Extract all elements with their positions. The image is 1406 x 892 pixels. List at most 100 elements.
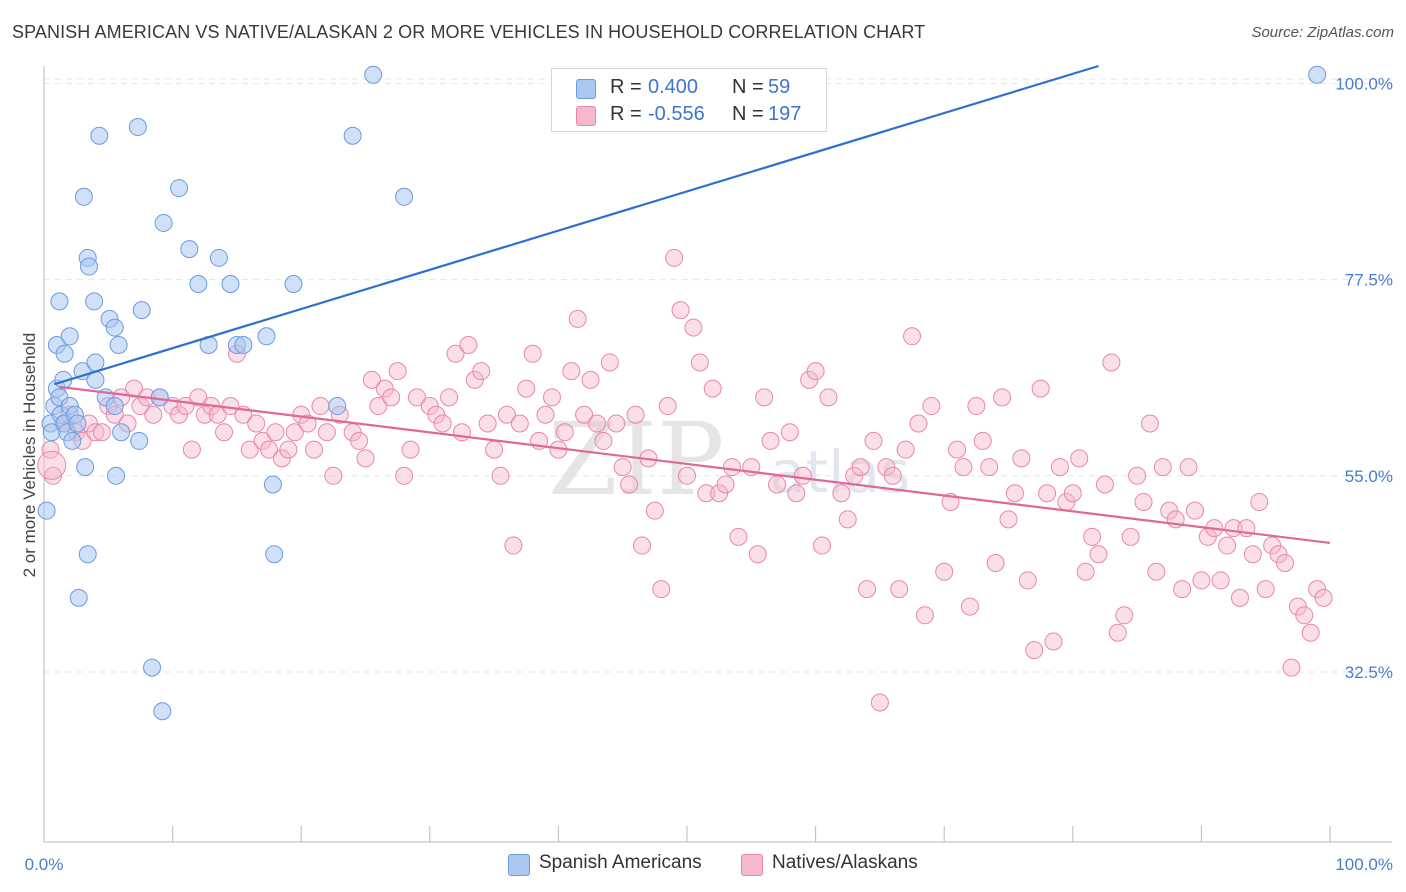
point-natives-alaskans — [1275, 553, 1294, 572]
point-natives-alaskans — [542, 388, 561, 407]
point-spanish-americans — [69, 588, 88, 607]
point-natives-alaskans — [903, 327, 922, 346]
point-natives-alaskans — [594, 431, 613, 450]
point-natives-alaskans — [382, 388, 401, 407]
point-natives-alaskans — [909, 414, 928, 433]
point-natives-alaskans — [1134, 492, 1153, 511]
point-natives-alaskans — [658, 397, 677, 416]
point-natives-alaskans — [960, 597, 979, 616]
point-natives-alaskans — [838, 510, 857, 529]
point-natives-alaskans — [1282, 658, 1301, 677]
point-natives-alaskans — [813, 536, 832, 555]
point-natives-alaskans — [279, 440, 298, 459]
point-natives-alaskans — [1089, 545, 1108, 564]
point-natives-alaskans — [356, 449, 375, 468]
legend-swatch-blue — [576, 79, 596, 99]
point-spanish-americans — [209, 248, 228, 267]
y-axis-label: 2 or more Vehicles in Household — [20, 333, 39, 578]
point-natives-alaskans — [446, 344, 465, 363]
point-natives-alaskans — [285, 423, 304, 442]
legend-swatch-blue — [508, 854, 530, 876]
point-natives-alaskans — [247, 414, 266, 433]
point-natives-alaskans — [1128, 466, 1147, 485]
point-spanish-americans — [132, 301, 151, 320]
point-natives-alaskans — [523, 344, 542, 363]
x-tick-labels: 0.0% 100.0% — [25, 855, 1393, 874]
point-natives-alaskans — [497, 405, 516, 424]
point-natives-alaskans — [555, 423, 574, 442]
point-natives-alaskans — [362, 370, 381, 389]
trend-lines — [53, 64, 1331, 545]
point-natives-alaskans — [215, 423, 234, 442]
legend-r-value: -0.556 — [648, 103, 705, 125]
point-natives-alaskans — [954, 458, 973, 477]
point-spanish-americans — [154, 213, 173, 232]
legend-label-natives-alaskans: Natives/Alaskans — [772, 852, 918, 873]
point-spanish-americans — [37, 501, 56, 520]
point-natives-alaskans — [793, 466, 812, 485]
point-spanish-americans — [263, 475, 282, 494]
correlation-legend: R = 0.400 N = 59 R = -0.556 N = 197 — [551, 68, 827, 132]
point-natives-alaskans — [1012, 449, 1031, 468]
point-spanish-americans — [153, 702, 172, 721]
point-natives-alaskans — [581, 370, 600, 389]
y-tick-label: 32.5% — [1345, 663, 1393, 682]
point-natives-alaskans — [1230, 588, 1249, 607]
y-tick-label: 55.0% — [1345, 467, 1393, 486]
point-natives-alaskans — [350, 431, 369, 450]
point-spanish-americans — [395, 187, 414, 206]
point-spanish-americans — [68, 414, 87, 433]
point-natives-alaskans — [806, 362, 825, 381]
point-natives-alaskans — [678, 466, 696, 485]
point-natives-alaskans — [189, 388, 208, 407]
point-natives-alaskans — [575, 405, 594, 424]
point-natives-alaskans — [568, 309, 587, 328]
point-natives-alaskans — [632, 536, 651, 555]
point-natives-alaskans — [1115, 606, 1134, 625]
point-spanish-americans — [63, 431, 82, 450]
point-natives-alaskans — [1083, 527, 1102, 546]
point-natives-alaskans — [587, 414, 606, 433]
point-natives-alaskans — [1250, 492, 1269, 511]
point-spanish-americans — [150, 388, 169, 407]
trend-line-spanish-americans — [53, 64, 1099, 386]
point-natives-alaskans — [697, 484, 716, 503]
point-spanish-americans — [50, 292, 69, 311]
point-natives-alaskans — [1025, 641, 1044, 660]
point-natives-alaskans — [1005, 484, 1024, 503]
point-natives-alaskans — [260, 440, 279, 459]
point-natives-alaskans — [620, 475, 639, 494]
grid-lines — [44, 78, 1392, 673]
point-natives-alaskans — [716, 475, 735, 494]
point-natives-alaskans — [1050, 458, 1069, 477]
point-natives-alaskans — [1192, 571, 1211, 590]
point-spanish-americans — [1308, 65, 1327, 84]
source-label: Source: ZipAtlas.com — [1251, 24, 1394, 41]
point-natives-alaskans — [652, 580, 671, 599]
point-spanish-americans — [90, 126, 109, 145]
point-natives-alaskans — [1243, 545, 1262, 564]
point-natives-alaskans — [1121, 527, 1140, 546]
point-spanish-americans — [180, 240, 199, 259]
trend-line-natives-alaskans — [59, 385, 1331, 545]
point-natives-alaskans — [703, 379, 722, 398]
point-natives-alaskans — [1038, 484, 1057, 503]
point-natives-alaskans — [761, 431, 780, 450]
point-spanish-americans — [76, 458, 95, 477]
point-spanish-americans — [284, 274, 303, 293]
point-natives-alaskans — [613, 458, 632, 477]
point-natives-alaskans — [665, 248, 684, 267]
point-natives-alaskans — [1301, 623, 1320, 642]
point-natives-alaskans — [1173, 580, 1192, 599]
point-natives-alaskans — [407, 388, 426, 407]
point-spanish-americans — [130, 431, 149, 450]
point-natives-alaskans — [472, 362, 491, 381]
point-spanish-americans — [80, 257, 99, 276]
series-spanish-americans — [37, 65, 1327, 721]
legend-label-spanish-americans: Spanish Americans — [539, 852, 702, 873]
legend-swatch-pink — [741, 854, 763, 876]
point-natives-alaskans — [993, 388, 1012, 407]
point-natives-alaskans — [182, 440, 201, 459]
point-natives-alaskans — [819, 388, 838, 407]
